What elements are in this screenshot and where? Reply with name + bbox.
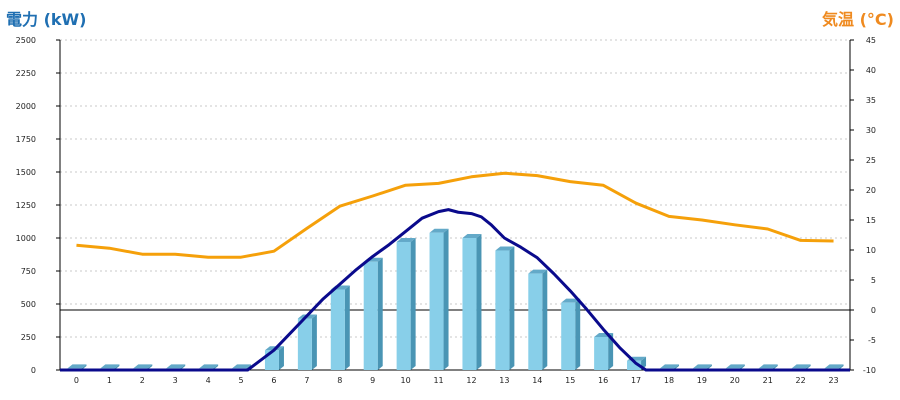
x-tick-label: 19 bbox=[697, 376, 707, 385]
left-tick-label: 0 bbox=[31, 366, 36, 375]
bar-top bbox=[824, 364, 844, 369]
right-tick-label: 45 bbox=[866, 36, 876, 45]
x-tick-label: 4 bbox=[206, 376, 211, 385]
left-tick-label: 1250 bbox=[16, 201, 36, 210]
bar-top bbox=[528, 269, 548, 274]
right-tick-label: 20 bbox=[866, 186, 876, 195]
left-tick-label: 750 bbox=[21, 267, 36, 276]
x-tick-label: 18 bbox=[664, 376, 674, 385]
right-tick-label: 0 bbox=[871, 306, 876, 315]
right-tick-label: -10 bbox=[863, 366, 876, 375]
bar-top bbox=[561, 298, 581, 303]
bar-side bbox=[311, 314, 317, 370]
bar-side bbox=[509, 246, 515, 370]
bar-side bbox=[344, 285, 350, 370]
bar bbox=[462, 238, 477, 370]
x-tick-label: 13 bbox=[499, 376, 509, 385]
bar bbox=[396, 241, 411, 370]
temperature-line bbox=[76, 171, 834, 259]
bar bbox=[363, 261, 378, 370]
left-tick-label: 1750 bbox=[16, 135, 36, 144]
bar bbox=[330, 289, 345, 370]
x-tick-label: 21 bbox=[763, 376, 773, 385]
bar bbox=[528, 273, 543, 370]
bar-top bbox=[659, 364, 679, 369]
x-tick-label: 5 bbox=[238, 376, 243, 385]
power-curve bbox=[60, 208, 850, 372]
x-tick-label: 11 bbox=[433, 376, 443, 385]
bar-side bbox=[575, 298, 581, 370]
bar-top bbox=[791, 364, 811, 369]
x-tick-label: 22 bbox=[796, 376, 806, 385]
bar-top bbox=[758, 364, 778, 369]
x-tick-label: 17 bbox=[631, 376, 641, 385]
left-tick-label: 500 bbox=[21, 300, 36, 309]
left-tick-label: 1000 bbox=[16, 234, 36, 243]
bar-top bbox=[232, 364, 252, 369]
right-tick-label: 25 bbox=[866, 156, 876, 165]
bar-top bbox=[166, 364, 186, 369]
x-tick-label: 16 bbox=[598, 376, 608, 385]
bar-side bbox=[278, 346, 284, 370]
bar-top bbox=[495, 246, 515, 251]
x-tick-label: 3 bbox=[173, 376, 178, 385]
bar-side bbox=[608, 333, 614, 370]
x-tick-label: 7 bbox=[304, 376, 309, 385]
right-tick-label: 15 bbox=[866, 216, 876, 225]
bar bbox=[561, 302, 576, 370]
bar-side bbox=[410, 237, 416, 370]
x-tick-label: 10 bbox=[401, 376, 411, 385]
bar-side bbox=[476, 234, 482, 370]
bar-top bbox=[396, 237, 416, 242]
bar-side bbox=[542, 269, 548, 370]
bar-top bbox=[133, 364, 153, 369]
right-tick-label: 35 bbox=[866, 96, 876, 105]
x-tick-label: 20 bbox=[730, 376, 740, 385]
right-tick-label: 40 bbox=[866, 66, 876, 75]
bar bbox=[627, 360, 642, 370]
right-axis-title: 気温 (°C) bbox=[822, 10, 894, 29]
left-tick-label: 250 bbox=[21, 333, 36, 342]
right-tick-label: 5 bbox=[871, 276, 876, 285]
left-tick-label: 2500 bbox=[16, 36, 36, 45]
x-tick-label: 15 bbox=[565, 376, 575, 385]
left-tick-label: 2250 bbox=[16, 69, 36, 78]
x-tick-label: 23 bbox=[828, 376, 838, 385]
x-tick-label: 12 bbox=[466, 376, 476, 385]
x-tick-label: 2 bbox=[140, 376, 145, 385]
left-tick-label: 1500 bbox=[16, 168, 36, 177]
x-tick-label: 6 bbox=[271, 376, 276, 385]
left-tick-label: 2000 bbox=[16, 102, 36, 111]
x-tick-label: 8 bbox=[337, 376, 342, 385]
bar bbox=[429, 232, 444, 370]
bar-top bbox=[199, 364, 219, 369]
x-tick-label: 0 bbox=[74, 376, 79, 385]
bar bbox=[297, 318, 312, 370]
bar-top bbox=[725, 364, 745, 369]
bar-top bbox=[462, 234, 482, 238]
right-tick-label: 30 bbox=[866, 126, 876, 135]
bar-side bbox=[443, 228, 449, 370]
bar bbox=[495, 250, 510, 370]
bar-top bbox=[692, 364, 712, 369]
bar-side bbox=[377, 257, 383, 370]
bar-top bbox=[429, 228, 449, 233]
x-tick-label: 14 bbox=[532, 376, 542, 385]
bar-top bbox=[100, 364, 120, 369]
bar-top bbox=[67, 364, 87, 369]
right-tick-label: 10 bbox=[866, 246, 876, 255]
x-tick-label: 9 bbox=[370, 376, 375, 385]
right-tick-label: -5 bbox=[868, 336, 876, 345]
x-tick-label: 1 bbox=[107, 376, 112, 385]
bar bbox=[594, 337, 609, 370]
left-axis-title: 電力 (kW) bbox=[6, 10, 87, 29]
